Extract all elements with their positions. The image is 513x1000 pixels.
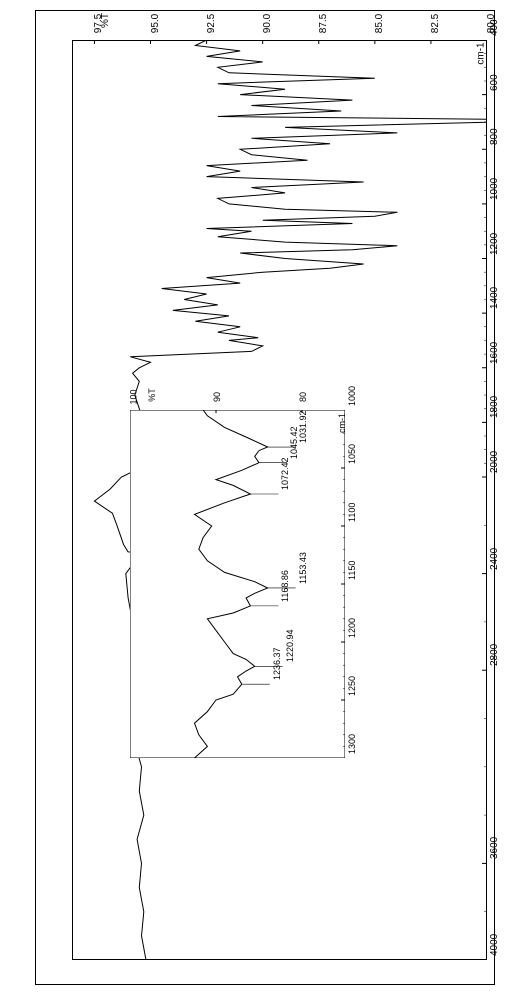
main-x-tick: 800 <box>489 129 500 146</box>
peak-label: 1236.37 <box>272 648 282 681</box>
main-x-tick: 1400 <box>489 287 500 309</box>
main-x-tick: 1600 <box>489 342 500 364</box>
peak-label: 1153.43 <box>298 552 308 584</box>
inset-x-tick: 1000 <box>347 386 357 406</box>
main-y-tick: 90.0 <box>262 14 273 33</box>
inset-x-tick: 1100 <box>347 503 357 522</box>
main-y-tick: 87.5 <box>318 14 329 33</box>
main-x-tick: 1000 <box>489 178 500 200</box>
inset-y-axis-label: %T <box>147 388 157 402</box>
main-x-tick: 3600 <box>489 837 500 859</box>
main-x-tick: 4000 <box>489 934 500 956</box>
main-y-tick: 82.5 <box>430 14 441 33</box>
main-y-tick: 85.0 <box>374 14 385 33</box>
peak-label: 1072.42 <box>280 457 290 490</box>
inset-x-tick: 1150 <box>347 561 357 580</box>
peak-label: 1220.94 <box>285 630 295 663</box>
inset-x-tick: 1250 <box>347 676 357 696</box>
main-x-tick: 2800 <box>489 644 500 666</box>
peak-label: 1031.92 <box>298 410 308 443</box>
inset-y-tick: 80 <box>298 392 308 402</box>
inset-y-tick: 100 <box>129 389 139 404</box>
peak-label: 1168.86 <box>280 570 290 602</box>
main-x-axis-label: cm-1 <box>476 42 487 64</box>
main-y-tick: 92.5 <box>206 14 217 33</box>
main-x-tick: 2000 <box>489 451 500 473</box>
main-x-tick: 1200 <box>489 232 500 254</box>
inset-x-tick: 1300 <box>347 734 357 754</box>
main-x-tick: 400 <box>489 19 500 36</box>
inset-spectrum-line <box>130 410 345 758</box>
main-x-tick: 1800 <box>489 396 500 418</box>
main-x-tick: 600 <box>489 74 500 91</box>
inset-y-tick: 90 <box>212 392 222 402</box>
main-x-tick: 2400 <box>489 547 500 569</box>
inset-x-axis-label: cm-1 <box>337 413 347 433</box>
inset-x-tick: 1200 <box>347 618 357 638</box>
inset-x-tick: 1050 <box>347 444 357 464</box>
main-y-axis-label: %T <box>100 13 111 28</box>
main-y-tick: 95.0 <box>150 14 161 33</box>
